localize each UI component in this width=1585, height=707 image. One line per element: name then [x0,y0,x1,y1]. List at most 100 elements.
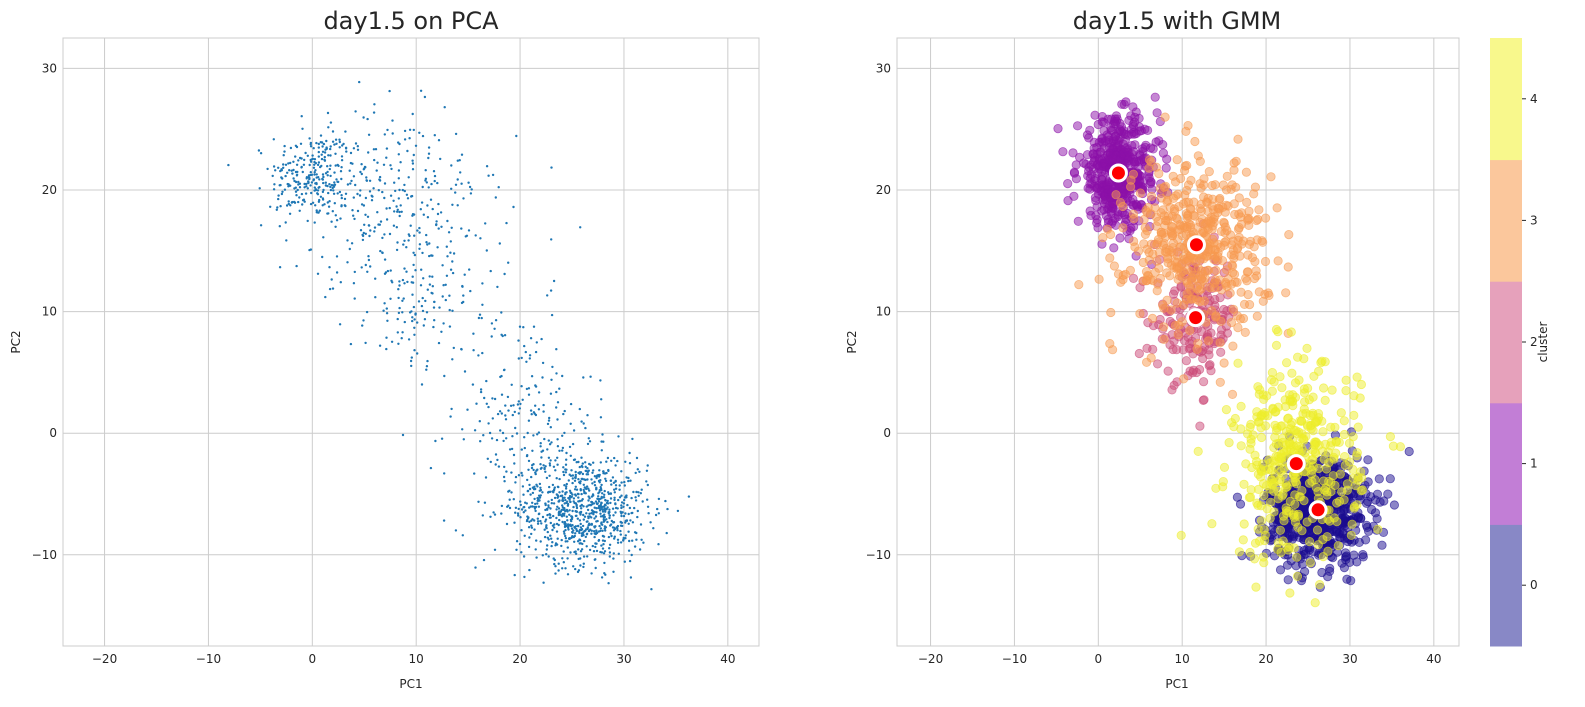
pca-point [319,134,323,137]
pca-point [369,229,372,232]
pca-point [462,300,465,304]
pca-point [594,566,597,570]
pca-point [486,457,489,460]
pca-point [302,163,306,166]
pca-point [564,471,568,474]
pca-point [478,420,481,423]
gmm-point-cluster-3 [1190,211,1200,221]
pca-point [601,547,605,550]
pca-point [533,497,536,501]
pca-point [287,183,290,186]
pca-point [317,155,320,158]
pca-point [566,526,570,529]
pca-point [558,510,561,513]
pca-point [573,540,576,543]
pca-point [412,251,415,254]
pca-point [513,462,516,465]
gmm-points [1053,92,1414,608]
pca-point [367,151,370,154]
pca-point [289,161,292,165]
pca-point [400,337,403,340]
pca-point [520,529,523,532]
pca-point [560,538,563,542]
pca-point [388,206,391,210]
pca-point [552,526,556,529]
pca-point [593,532,596,535]
pca-point [563,532,566,535]
pca-point [562,466,565,469]
pca-point [301,127,304,130]
pca-point [321,150,325,153]
gmm-point-cluster-1 [1079,158,1089,168]
pca-point [340,177,343,181]
pca-point [344,130,347,133]
gmm-point-cluster-3 [1181,126,1191,136]
pca-point [421,134,425,138]
pca-point [531,501,534,504]
pca-point [627,512,630,516]
gmm-point-cluster-3 [1244,206,1254,216]
pca-point [403,282,406,285]
pca-point [350,179,353,183]
pca-point [558,518,561,522]
pca-point [411,112,414,116]
pca-point [392,199,395,202]
gmm-center-marker [1308,500,1328,520]
pca-point [490,437,494,440]
pca-point [650,588,653,591]
gmm-point-cluster-0 [1323,571,1333,582]
pca-point [520,508,524,511]
pca-point [259,224,263,227]
pca-point [417,300,421,303]
gmm-point-cluster-4 [1333,541,1343,551]
pca-point [554,459,557,462]
colorbar-blocks [1490,38,1522,647]
pca-point [437,139,441,142]
pca-point [510,471,513,474]
pca-point [558,499,561,502]
pca-point [311,157,314,161]
pca-point [469,192,473,195]
gmm-point-cluster-3 [1126,182,1136,192]
pca-point [362,231,365,235]
gmm-point-cluster-1 [1108,153,1118,163]
pca-point [321,178,324,181]
pca-point [617,498,620,502]
pca-point [451,358,454,361]
pca-point [593,484,597,487]
pca-point [561,449,564,452]
pca-point [292,160,295,163]
gmm-point-cluster-4 [1286,327,1296,337]
pca-point [604,499,607,502]
pca-point [591,503,594,506]
pca-point [532,468,535,472]
pca-point [295,194,298,197]
pca-point [584,478,587,482]
pca-point [402,297,405,300]
pca-point [604,477,607,480]
gmm-point-cluster-3 [1154,263,1164,273]
pca-point [484,476,488,479]
pca-point [558,513,562,516]
pca-point [401,278,405,282]
pca-point [301,203,304,206]
pca-point [412,263,415,267]
pca-point [508,448,512,451]
pca-point [441,295,444,298]
pca-point [589,375,592,378]
pca-point [313,221,316,224]
pca-point [553,558,556,562]
gmm-point-cluster-1 [1141,140,1151,150]
pca-point [504,418,508,421]
gmm-point-cluster-0 [1235,499,1246,509]
pca-point [401,331,404,334]
pca-point [298,186,302,189]
pca-point [272,138,275,141]
gmm-point-cluster-4 [1256,516,1267,526]
pca-point [505,437,508,440]
pca-point [479,388,483,391]
gmm-point-cluster-3 [1263,288,1273,298]
gmm-point-cluster-3 [1260,256,1271,267]
pca-point [564,487,568,490]
pca-point [595,529,598,532]
